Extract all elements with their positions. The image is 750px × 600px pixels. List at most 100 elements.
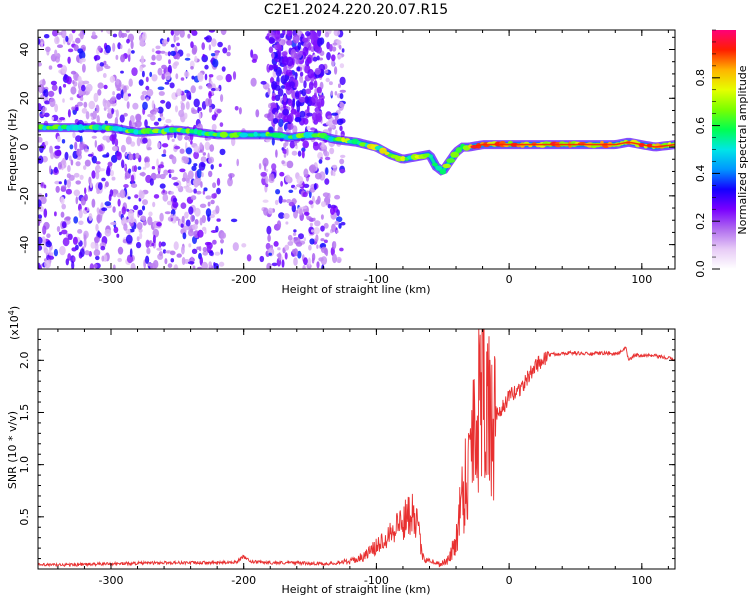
spectrogram-noise-cell [66, 76, 72, 85]
spectrogram-ridge-cell [189, 129, 195, 134]
spectrogram-noise-cell [303, 80, 307, 89]
spectrogram-noise-cell [43, 247, 49, 254]
spectrogram-noise-cell [67, 56, 71, 64]
spectrogram-noise-cell [83, 238, 87, 248]
spectrogram-ridge-cell [118, 126, 123, 132]
spectrogram-noise-cell [112, 206, 116, 213]
spectrogram-ytick-label: 20 [18, 91, 31, 105]
spectrogram-noise-cell [172, 197, 178, 203]
spectrogram-ridge-cell [435, 165, 443, 171]
spectrogram-noise-cell [338, 44, 342, 50]
spectrogram-noise-cell [301, 150, 305, 159]
spectrogram-noise-cell [56, 226, 61, 232]
spectrogram-noise-cell [258, 163, 262, 170]
spectrogram-ridge-cell [328, 136, 335, 142]
spectrogram-x-axis-label: Height of straight line (km) [281, 283, 430, 296]
spectrogram-noise-cell [185, 219, 191, 227]
spectrogram-noise-cell [127, 196, 131, 200]
spectrogram-noise-cell [121, 206, 127, 215]
spectrogram-noise-cell [329, 147, 335, 155]
spectrogram-noise-cell [43, 34, 50, 39]
spectrogram-noise-cell [282, 30, 286, 36]
spectrogram-noise-cell [109, 134, 116, 142]
spectrogram-noise-cell [339, 63, 345, 69]
spectrogram-noise-cell [283, 153, 287, 158]
spectrogram-noise-cell [85, 111, 90, 120]
spectrogram-noise-cell [67, 233, 73, 240]
spectrogram-noise-cell [41, 236, 46, 245]
spectrogram-noise-cell [79, 141, 84, 151]
spectrogram-noise-cell [150, 61, 156, 66]
spectrogram-noise-cell [287, 122, 294, 130]
spectrogram-noise-cell [129, 215, 135, 223]
spectrogram-noise-cell [331, 54, 336, 62]
spectrogram-noise-cell [185, 147, 193, 155]
spectrogram-noise-cell [271, 64, 279, 70]
spectrogram-noise-cell [84, 159, 91, 167]
spectrogram-noise-cell [190, 85, 196, 94]
spectrogram-noise-cell [67, 253, 72, 261]
spectrogram-noise-cell [271, 81, 278, 90]
spectrogram-noise-cell [142, 166, 147, 170]
spectrogram-xtick-label: -200 [231, 273, 256, 286]
spectrogram-noise-cell [87, 153, 94, 157]
spectrogram-noise-cell [299, 110, 306, 118]
spectrogram-noise-cell [338, 83, 341, 88]
spectrogram-noise-cell [158, 241, 162, 248]
spectrogram-noise-cell [194, 207, 201, 217]
spectrogram-noise-cell [95, 223, 99, 232]
spectrogram-noise-cell [115, 54, 119, 60]
spectrogram-noise-cell [140, 55, 145, 65]
spectrogram-noise-cell [40, 196, 47, 205]
spectrogram-noise-cell [294, 116, 302, 123]
spectrogram-noise-cell [314, 183, 317, 191]
spectrogram-noise-cell [309, 187, 316, 193]
spectrogram-noise-cell [112, 33, 118, 38]
spectrogram-noise-cell [171, 156, 177, 165]
spectrogram-noise-cell [155, 45, 161, 50]
spectrogram-noise-cell [167, 51, 171, 57]
spectrogram-noise-cell [42, 225, 47, 235]
spectrogram-xtick-label: 0 [506, 273, 513, 286]
spectrogram-noise-cell [184, 112, 188, 120]
spectrogram-noise-cell [339, 125, 343, 132]
spectrogram-noise-cell [162, 249, 167, 254]
spectrogram-noise-cell [112, 91, 115, 96]
spectrogram-noise-cell [283, 115, 290, 122]
snr-ytick-label: 2.0 [18, 352, 31, 370]
spectrogram-noise-cell [173, 213, 177, 223]
spectrogram-noise-cell [288, 202, 295, 207]
spectrogram-noise-cell [271, 95, 276, 102]
snr-exponent-label: (x104) [7, 306, 21, 340]
spectrogram-noise-cell [57, 31, 63, 36]
spectrogram-noise-cell [133, 165, 137, 173]
spectrogram-noise-cell [71, 106, 76, 111]
spectrogram-noise-cell [184, 211, 189, 219]
colorbar-tick-label: 0.0 [694, 260, 707, 278]
spectrogram-noise-cell [104, 201, 112, 207]
spectrogram-noise-cell [91, 31, 96, 37]
spectrogram-noise-cell [165, 118, 172, 124]
spectrogram-noise-cell [54, 49, 58, 57]
spectrogram-noise-cell [267, 234, 271, 242]
spectrogram-noise-cell [260, 80, 267, 85]
spectrogram-noise-cell [302, 191, 308, 198]
spectrogram-noise-cell [97, 182, 103, 191]
spectrogram-ytick-label: 0 [18, 144, 31, 151]
spectrogram-noise-cell [332, 119, 339, 125]
spectrogram-noise-cell [190, 140, 193, 145]
colorbar-tick-label: 0.6 [694, 117, 707, 135]
spectrogram-noise-cell [106, 112, 113, 119]
spectrogram-noise-cell [142, 31, 147, 41]
spectrogram-noise-cell [339, 158, 345, 165]
spectrogram-noise-cell [49, 97, 56, 108]
spectrogram-noise-cell [169, 82, 175, 89]
spectrogram-noise-cell [320, 156, 323, 160]
spectrogram-noise-cell [141, 70, 145, 78]
spectrogram-noise-cell [147, 146, 152, 151]
spectrogram-noise-cell [201, 226, 207, 231]
spectrogram-noise-cell [106, 152, 110, 158]
spectrogram-noise-cell [100, 245, 106, 251]
spectrogram-noise-cell [43, 208, 48, 218]
spectrogram-noise-cell [62, 83, 67, 88]
